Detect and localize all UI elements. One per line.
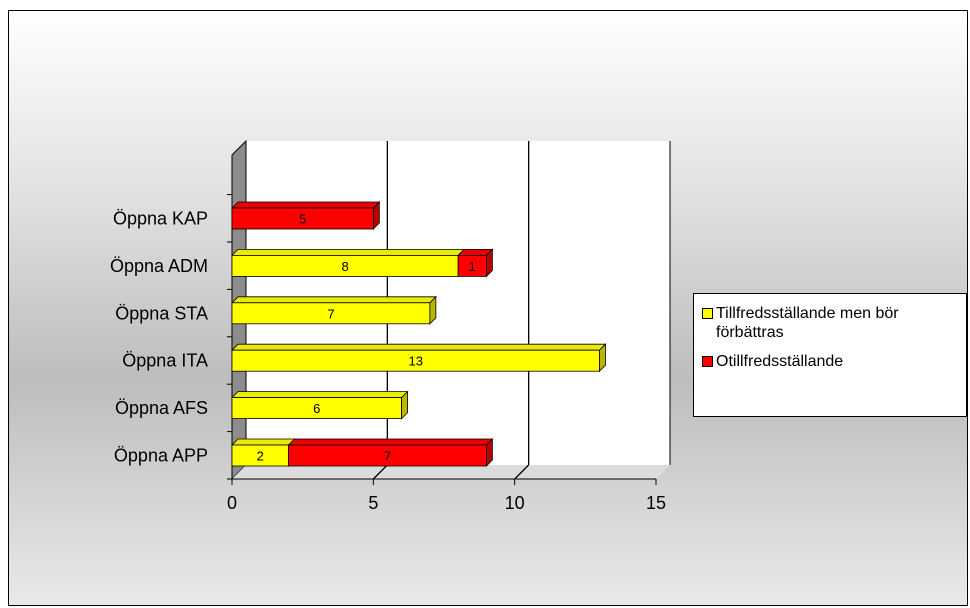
bar-4-series-0-top	[231, 391, 409, 399]
bar-5-series-1-label: 7	[384, 449, 391, 464]
category-label-0: Öppna KAP	[113, 209, 208, 229]
bar-4-series-0-label: 6	[313, 401, 320, 416]
legend-label-unsatisfactory: Otillfredsställande	[716, 353, 844, 370]
bar-5-series-0-top	[231, 438, 296, 446]
bar-2-series-0-label: 7	[327, 306, 334, 321]
plot-floor	[232, 465, 670, 479]
bar-5-series-1-end	[485, 438, 493, 467]
bar-3-series-0-top	[231, 343, 607, 351]
legend-swatch-yellow	[702, 308, 713, 319]
category-label-3: Öppna ITA	[122, 351, 208, 371]
x-tick-label-0: 0	[227, 493, 237, 513]
legend-swatch-red	[702, 356, 713, 367]
bar-5-series-0-label: 2	[257, 449, 264, 464]
bar-0-series-1-top	[231, 201, 381, 209]
x-tick-label-2: 10	[505, 493, 525, 513]
legend-item-unsatisfactory: Otillfredsställande	[702, 352, 958, 371]
bar-1-series-0-top	[231, 248, 466, 256]
chart-legend: Tillfredsställande men bör förbättras Ot…	[693, 293, 967, 417]
bar-4-series-0-end	[401, 390, 409, 420]
bar-2-series-0-top	[231, 296, 437, 304]
bar-5-series-1-top	[287, 438, 494, 446]
x-tick-label-3: 15	[646, 493, 666, 513]
category-label-2: Öppna STA	[115, 303, 208, 323]
bar-3-series-0-end	[599, 343, 606, 373]
bar-0-series-1-label: 5	[299, 212, 306, 227]
gridline-floor-2	[514, 464, 530, 480]
legend-item-satisfactory: Tillfredsställande men bör förbättras	[702, 304, 958, 342]
category-label-5: Öppna APP	[114, 446, 208, 466]
category-label-4: Öppna AFS	[115, 398, 208, 418]
category-label-1: Öppna ADM	[110, 256, 208, 276]
bar-1-series-1-label: 1	[469, 259, 476, 274]
bar-0-series-1-end	[372, 201, 380, 230]
gridline-floor-1	[372, 464, 388, 480]
bar-1-series-0-label: 8	[341, 259, 348, 274]
bar-1-series-1-end	[485, 248, 493, 278]
x-tick-label-1: 5	[368, 493, 378, 513]
bar-2-series-0-end	[429, 295, 437, 325]
bar-3-series-0-label: 13	[408, 354, 422, 369]
legend-label-satisfactory: Tillfredsställande men bör förbättras	[716, 305, 899, 341]
